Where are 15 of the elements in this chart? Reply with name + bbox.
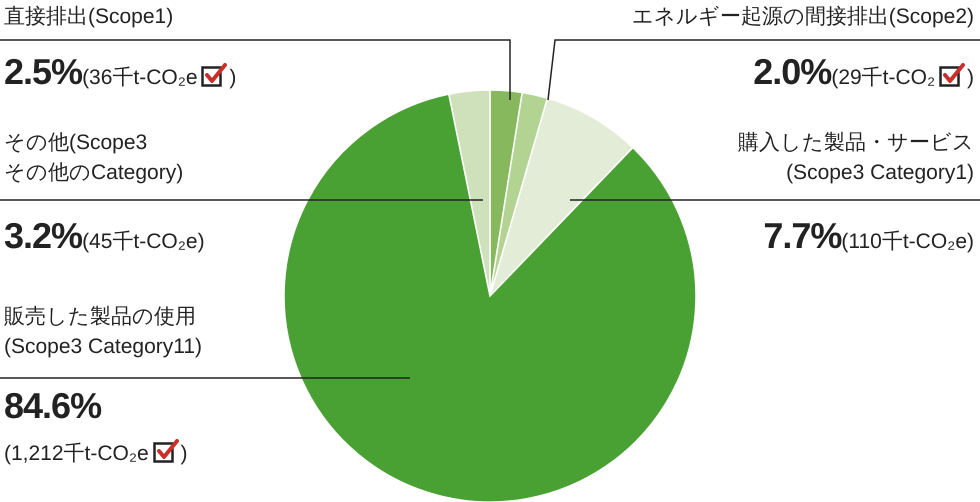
slice-label: 購入した製品・サービス (Scope3 Category1) (738, 130, 974, 186)
slice-label: 販売した製品の使用 (Scope3 Category11) (4, 304, 202, 360)
data-label: 3.2% (4, 215, 82, 256)
text: (1,212千t-CO₂e ) (4, 442, 188, 465)
data-label: 2.0% (753, 51, 832, 92)
data-label: 7.7% (763, 215, 842, 256)
text: (45千t-CO₂e) (82, 230, 205, 253)
text: (110千t-CO₂e) (841, 230, 974, 253)
slice-label: エネルギー起源の間接排出(Scope2) (632, 4, 974, 30)
data-label: 2.5% (4, 51, 82, 92)
slice-label: その他(Scope3 その他のCategory) (4, 130, 184, 186)
text: (29千t-CO₂ ) (831, 66, 974, 89)
data-label: 84.6% (4, 385, 102, 426)
text: (36千t-CO₂e ) (82, 66, 236, 89)
slice-label: 直接排出(Scope1) (4, 4, 174, 30)
